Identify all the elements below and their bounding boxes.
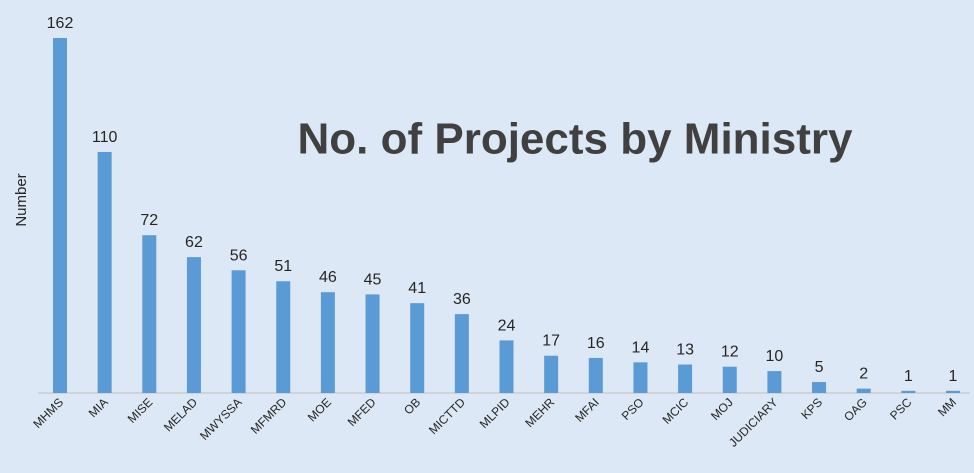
x-tick-label: MICTTD [426,395,468,437]
data-label: 1 [949,368,958,385]
bar [588,357,603,393]
bar [186,257,201,393]
x-tick-label: MHMS [30,395,66,431]
bar [946,390,960,393]
bar [53,38,67,393]
x-tick-label: MM [935,395,959,419]
data-label: 24 [498,317,516,334]
data-label: 41 [408,280,426,297]
x-tick-label: JUDICIARY [726,395,781,450]
data-label: 46 [319,269,337,286]
data-label: 36 [453,291,471,308]
bar [410,303,425,393]
data-label: 17 [542,333,560,350]
x-tick-label: KPS [798,395,825,422]
bar [633,362,648,393]
bar [678,364,693,393]
x-tick-label: PSO [619,395,647,423]
x-tick-label: MISE [125,395,156,426]
data-label: 1 [904,368,913,385]
x-tick-label: MFAI [572,395,602,425]
x-tick-label: OB [401,395,423,417]
bar [365,294,380,393]
bar [231,270,246,393]
y-axis-label: Number [13,173,30,226]
data-label: 5 [815,359,824,376]
x-tick-label: MFMRD [248,395,290,437]
x-tick-label: PSC [887,395,915,423]
x-tick-label: MOJ [708,395,736,423]
data-label: 13 [676,342,694,359]
data-label: 10 [766,348,784,365]
bar [499,340,514,393]
data-label: 62 [185,234,203,251]
bar [142,235,157,393]
x-tick-label: MEHR [522,395,557,430]
data-label: 45 [364,271,382,288]
data-label: 14 [632,339,650,356]
data-label: 56 [230,247,248,264]
data-label: 51 [274,258,292,275]
bar [767,371,782,393]
bar [97,151,112,393]
bar [812,382,827,393]
x-tick-label: MIA [86,395,111,420]
x-tick-label: MOE [305,395,334,424]
bar [722,366,737,393]
bar [544,355,559,393]
data-label: 2 [859,366,868,383]
bar [454,314,469,393]
bar [320,292,335,393]
x-tick-label: MELAD [161,395,200,434]
bar [856,388,871,393]
data-label: 12 [721,344,739,361]
data-label: 162 [47,15,74,32]
x-tick-label: MLPID [477,395,513,431]
x-tick-label: MFED [345,395,379,429]
chart-title: No. of Projects by Ministry [298,115,854,164]
x-tick-label: OAG [841,395,870,424]
x-tick-label: MWYSSA [197,395,245,443]
data-label: 16 [587,335,605,352]
bar [276,281,291,393]
data-label: 110 [92,129,118,146]
x-tick-label: MCIC [660,395,692,427]
bar [901,390,916,393]
data-label: 72 [140,212,158,229]
